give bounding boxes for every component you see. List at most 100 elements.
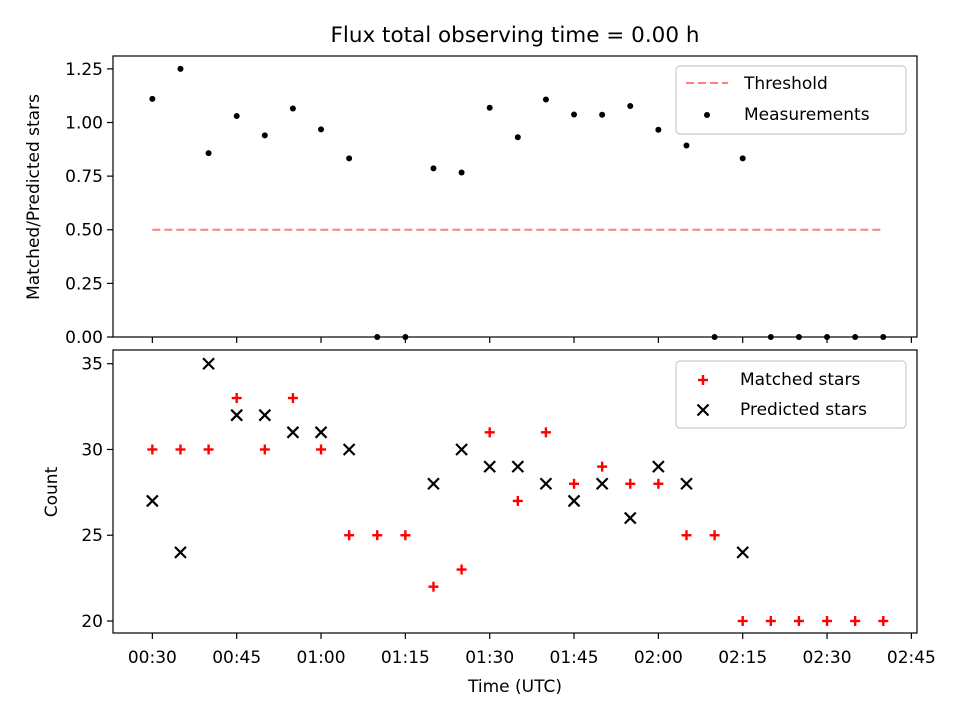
matched-star-point — [653, 478, 664, 489]
predicted-star-point — [511, 460, 525, 473]
top-panel-plot-area — [149, 65, 887, 340]
measurement-point — [599, 111, 606, 118]
matched-marker-icon — [698, 375, 708, 385]
bottom-panel: 20 25 30 35 00:30 00:45 01:00 01:15 01:30 01:45 02… — [42, 349, 936, 697]
matched-star-point — [709, 530, 720, 541]
legend-matched-swatch — [698, 375, 708, 385]
predicted-star-point — [230, 408, 243, 422]
matched-star-point — [822, 615, 833, 626]
predicted-star-point — [595, 477, 609, 491]
bottom-panel-ylabel: Count — [42, 466, 62, 517]
legend-threshold-label: Threshold — [743, 74, 828, 94]
matched-star-point — [569, 478, 580, 489]
y-tick-label: 0.00 — [65, 328, 103, 348]
measurement-point — [318, 126, 325, 133]
predicted-star-point — [174, 546, 187, 559]
y-tick-label: 30 — [81, 440, 103, 460]
predicted-star-point — [258, 408, 272, 422]
measurement-point — [514, 134, 521, 141]
predicted-star-point — [286, 426, 300, 439]
matched-star-point — [287, 393, 298, 404]
matched-star-point — [681, 530, 692, 541]
legend-matched-label: Matched stars — [740, 370, 860, 390]
measurement-point — [233, 113, 240, 120]
x-tick-label: 01:15 — [381, 648, 430, 668]
y-tick-label: 20 — [81, 612, 103, 632]
top-panel-legend: Threshold Measurements — [675, 65, 907, 135]
y-tick-label: 0.50 — [65, 221, 103, 241]
bottom-panel-legend: Matched stars Predicted stars — [675, 360, 907, 429]
matched-star-point — [231, 393, 242, 404]
x-tick-label: 02:45 — [887, 648, 936, 668]
measurement-point — [655, 126, 662, 133]
bottom-legend-box — [675, 360, 907, 429]
matched-star-point — [878, 615, 889, 626]
top-panel-axes: 0.00 0.25 0.50 0.75 1.00 1.25 — [65, 60, 912, 348]
measurement-point — [149, 95, 156, 102]
legend-measurements-label: Measurements — [744, 105, 870, 125]
matched-star-point — [597, 461, 608, 472]
measurement-point — [683, 142, 690, 149]
matched-star-point — [737, 615, 748, 626]
y-tick-label: 1.25 — [65, 60, 103, 80]
measurement-point — [430, 165, 437, 172]
predicted-star-point — [146, 494, 159, 508]
predicted-star-point — [427, 477, 440, 491]
matched-star-point — [428, 581, 439, 592]
matched-star-point — [625, 478, 636, 489]
measurement-point — [289, 105, 296, 112]
measurement-point — [177, 65, 184, 72]
predicted-star-point — [736, 546, 749, 559]
figure-title: Flux total observing time = 0.00 h — [331, 23, 700, 48]
x-tick-label: 01:45 — [550, 648, 599, 668]
predicted-star-point — [455, 443, 468, 456]
x-tick-label: 02:30 — [803, 648, 852, 668]
x-axis-label: Time (UTC) — [467, 677, 562, 697]
matched-star-point — [456, 564, 467, 575]
predicted-star-point — [342, 443, 356, 456]
predicted-star-point — [314, 426, 328, 439]
matched-star-point — [765, 615, 776, 626]
measurement-point — [627, 102, 634, 109]
predicted-star-point — [202, 357, 215, 370]
matched-star-point — [793, 615, 804, 626]
measurement-point — [739, 155, 746, 162]
top-panel-ylabel: Matched/Predicted stars — [24, 94, 44, 300]
y-tick-label: 0.75 — [65, 167, 103, 187]
matched-star-point — [175, 444, 186, 455]
x-tick-label: 00:45 — [212, 648, 261, 668]
matched-star-point — [316, 444, 327, 455]
top-legend-box — [675, 65, 907, 135]
legend-measurements-swatch — [704, 112, 710, 118]
measurement-point — [542, 96, 549, 103]
y-tick-label: 35 — [81, 355, 103, 375]
x-tick-label: 02:15 — [718, 648, 767, 668]
matched-star-point — [344, 530, 355, 541]
matched-star-point — [259, 444, 270, 455]
predicted-marker-icon — [696, 403, 710, 417]
y-tick-label: 0.25 — [65, 274, 103, 294]
matched-star-point — [484, 427, 495, 438]
x-tick-label: 02:00 — [634, 648, 683, 668]
legend-predicted-swatch — [696, 403, 710, 417]
predicted-star-point — [623, 511, 637, 525]
y-tick-label: 25 — [81, 526, 103, 546]
x-tick-label: 01:00 — [297, 648, 346, 668]
predicted-star-point — [483, 460, 496, 473]
matched-star-point — [540, 427, 551, 438]
matched-star-point — [203, 444, 214, 455]
matched-star-point — [400, 530, 411, 541]
measurement-point — [486, 104, 493, 111]
predicted-star-point — [652, 460, 665, 473]
top-panel: 0.00 0.25 0.50 0.75 1.00 1.25 Matched/Predict… — [24, 55, 918, 348]
matched-star-point — [147, 444, 158, 455]
measurement-point — [346, 155, 353, 162]
bottom-panel-axes: 20 25 30 35 00:30 00:45 01:00 01:15 01:30 01:45 02… — [81, 355, 936, 668]
x-tick-label: 00:30 — [128, 648, 177, 668]
matched-star-point — [372, 530, 383, 541]
matched-star-point — [512, 495, 523, 506]
predicted-star-point — [680, 477, 693, 491]
bottom-panel-frame — [112, 349, 918, 634]
bottom-panel-plot-area — [146, 357, 889, 626]
